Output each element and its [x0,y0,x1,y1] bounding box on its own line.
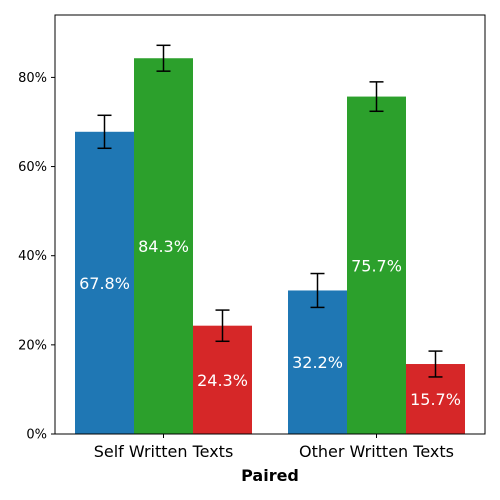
x-axis-label: Paired [241,466,299,485]
bar [134,58,193,434]
bar [75,131,134,435]
y-tick-label: 60% [18,160,47,175]
bar [347,96,406,434]
data-label: 24.3% [197,371,248,390]
bar [288,290,347,434]
data-label: 67.8% [79,274,130,293]
y-tick-label: 80% [18,71,47,86]
data-label: 15.7% [410,390,461,409]
y-tick-label: 20% [18,338,47,353]
plot-frame [54,14,486,435]
data-label: 75.7% [351,256,402,275]
data-label: 32.2% [292,353,343,372]
x-tick-label: Other Written Texts [299,442,454,461]
y-tick-label: 0% [26,428,47,443]
y-tick-label: 40% [18,249,47,264]
plot-area: 67.8% 32.2% 84.3% 75.7% 24.3% 15.7% 0% 20% 40% 60… [18,14,486,461]
bar [193,325,252,434]
x-tick-label: Self Written Texts [94,442,234,461]
data-label: 84.3% [138,237,189,256]
